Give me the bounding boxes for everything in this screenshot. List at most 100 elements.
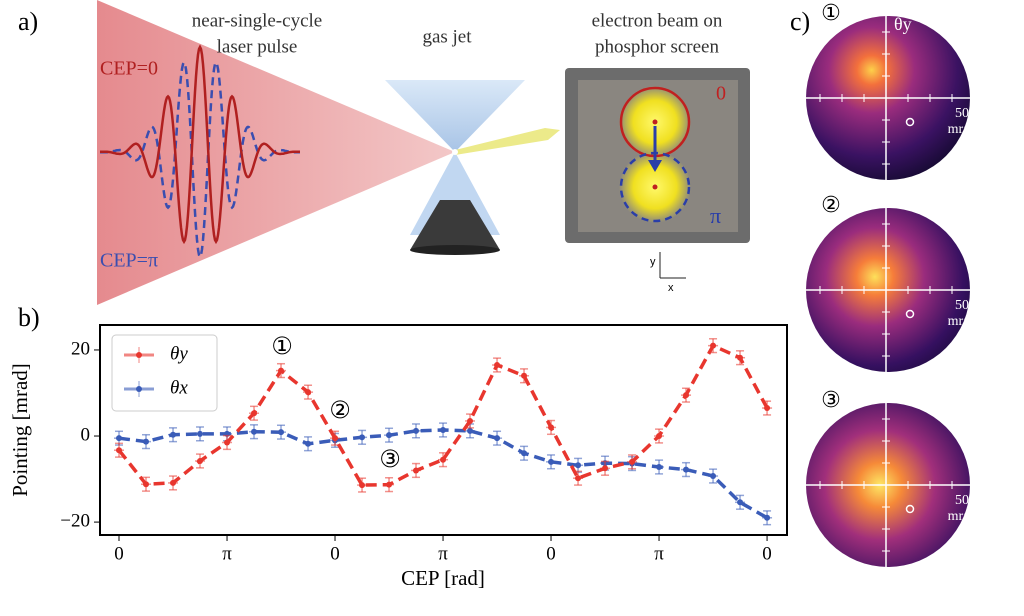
x-tick-label: π	[222, 543, 232, 564]
cep-label: CEP=0	[100, 58, 158, 80]
scale-label: 50	[955, 493, 969, 508]
profile-label: ②	[821, 193, 841, 218]
data-point	[656, 433, 663, 440]
data-point	[386, 432, 393, 439]
scale-unit: mrad	[948, 122, 977, 137]
legend-swatch	[136, 386, 142, 392]
data-point	[683, 466, 690, 473]
axis-label: θy	[894, 14, 912, 34]
panel-label: a)	[18, 7, 38, 36]
electron-beam	[455, 128, 560, 155]
data-point	[142, 481, 149, 488]
legend-label: θx	[170, 377, 188, 398]
data-point	[467, 417, 474, 424]
jet-label: gas jet	[422, 26, 472, 47]
scale-unit: mrad	[948, 509, 977, 524]
data-point	[467, 427, 474, 434]
data-point	[251, 410, 258, 417]
scale-label: 50	[955, 298, 969, 313]
x-tick-label: 0	[114, 543, 124, 564]
data-point	[197, 457, 204, 464]
data-point	[278, 429, 285, 436]
scale-label: 50	[955, 106, 969, 121]
pulse-title: laser pulse	[217, 36, 298, 57]
legend-swatch	[136, 352, 142, 358]
pulse-title: near-single-cycle	[192, 10, 322, 31]
reference-marker	[905, 504, 915, 514]
focus	[452, 149, 458, 155]
data-point	[629, 458, 636, 465]
data-point	[656, 464, 663, 471]
y-tick-label: 20	[71, 338, 90, 359]
panel-b: b) CEP [rad] Pointing [mrad] 0 π 0 π 0 π 0 −20 0…	[8, 303, 788, 590]
data-point	[170, 479, 177, 486]
annotation: ①	[271, 332, 293, 360]
cep-label: CEP=π	[100, 250, 158, 272]
profile-label: ①	[821, 1, 841, 26]
annotation: ③	[379, 445, 401, 473]
axis-label: θx	[982, 96, 1000, 116]
data-point	[548, 424, 555, 431]
reference-marker	[905, 117, 915, 127]
data-point	[116, 447, 123, 454]
legend-box	[111, 334, 218, 412]
spot-center	[652, 184, 658, 190]
pulse-waves	[100, 44, 300, 260]
data-point	[494, 435, 501, 442]
x-tick-label: π	[654, 543, 664, 564]
data-point	[224, 439, 231, 446]
scale-unit: mrad	[948, 314, 977, 329]
panel-label: b)	[18, 303, 40, 332]
data-point	[575, 475, 582, 482]
panel-a: a) near-single-cycle laser pulse CEP=0 C…	[18, 0, 750, 305]
data-point	[116, 435, 123, 442]
data-point	[710, 342, 717, 349]
data-point	[548, 458, 555, 465]
annotation: ②	[329, 396, 351, 424]
data-point	[142, 438, 149, 445]
reference-marker	[905, 309, 915, 319]
panel-label: c)	[790, 7, 810, 36]
nozzle	[410, 200, 500, 250]
data-point	[413, 467, 420, 474]
axis-letter: y	[650, 256, 656, 268]
data-point	[575, 462, 582, 469]
x-axis-label: CEP [rad]	[401, 566, 485, 590]
screen-title: phosphor screen	[595, 36, 719, 57]
arrow	[648, 160, 662, 172]
spot-center	[652, 119, 658, 125]
data-point	[251, 428, 258, 435]
data-point	[332, 435, 339, 442]
data-point	[440, 427, 447, 433]
screen-title: electron beam on	[592, 10, 723, 31]
data-point	[764, 514, 771, 521]
spot-label: π	[710, 203, 721, 228]
data-point	[359, 434, 366, 441]
data-point	[440, 456, 447, 463]
spot-label: 0	[716, 83, 726, 105]
data-point	[521, 372, 528, 379]
x-tick-label: 0	[330, 543, 340, 564]
data-point	[683, 392, 690, 399]
data-point	[521, 450, 528, 457]
data-point	[386, 481, 393, 488]
data-point	[197, 430, 204, 437]
wave-cep-0	[100, 44, 300, 245]
x-tick-label: 0	[546, 543, 556, 564]
data-point	[359, 482, 366, 489]
data-point	[494, 362, 501, 369]
data-point	[413, 427, 420, 434]
series-line	[118, 428, 768, 520]
profile-label: ③	[821, 388, 841, 413]
legend-label: θy	[170, 343, 188, 364]
data-point	[764, 405, 771, 412]
x-tick-label: 0	[762, 543, 772, 564]
x-tick-label: π	[438, 543, 448, 564]
data-point	[737, 354, 744, 361]
y-tick-label: −20	[60, 510, 90, 531]
axis-letter: x	[668, 282, 674, 294]
y-axis-label: Pointing [mrad]	[8, 363, 32, 497]
data-point	[278, 367, 285, 374]
data-point	[602, 465, 609, 472]
